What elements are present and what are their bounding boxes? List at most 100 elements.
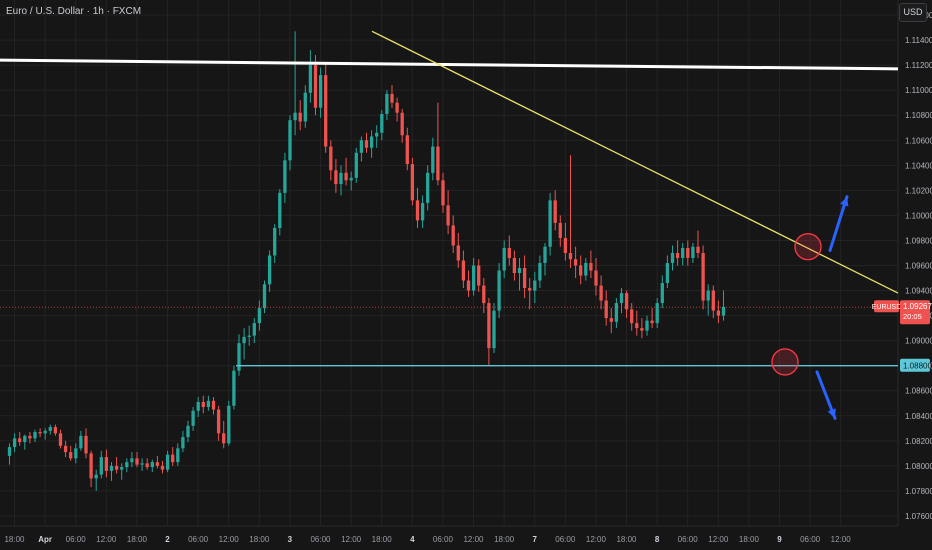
x-tick-label: 12:00 — [96, 535, 117, 544]
candle-body — [69, 452, 73, 459]
candle-body — [262, 284, 267, 309]
candle-body — [691, 246, 695, 258]
y-tick-label: 1.09800 — [905, 236, 932, 245]
x-tick-label: 12:00 — [341, 535, 362, 544]
candle-body — [431, 146, 435, 173]
breakdown-marker-circle[interactable] — [771, 348, 799, 376]
candle-body — [334, 170, 338, 185]
candle-body — [186, 425, 190, 438]
candle-body — [216, 409, 221, 434]
candle-body — [696, 246, 700, 253]
candle-body — [191, 410, 195, 426]
y-tick-label: 1.08400 — [905, 412, 932, 421]
candle-body — [181, 437, 185, 449]
candle-body — [538, 263, 542, 281]
breakout-marker-circle[interactable] — [794, 233, 822, 261]
x-tick-label: 06:00 — [188, 535, 209, 544]
candle-body — [507, 247, 511, 258]
candle-body — [451, 225, 455, 246]
candle-body — [145, 463, 149, 468]
candle-body — [247, 335, 251, 337]
candle-body — [701, 252, 705, 301]
y-tick-label: 1.10800 — [905, 111, 932, 120]
candle-body — [257, 308, 262, 324]
resistance-line[interactable] — [0, 58, 899, 71]
candle-body — [318, 75, 323, 108]
arrow-up-icon[interactable] — [828, 195, 849, 252]
candle-body — [635, 323, 639, 329]
candle-body — [79, 435, 83, 449]
support-badge — [900, 358, 930, 372]
candlestick-series — [7, 31, 726, 491]
candle-body — [706, 290, 710, 301]
y-tick-label: 1.10000 — [905, 211, 932, 220]
descending-trendline[interactable] — [371, 30, 899, 294]
drawings-layer[interactable] — [0, 30, 899, 420]
candle-body — [160, 465, 165, 470]
candle-body — [125, 462, 129, 468]
candle-body — [533, 280, 537, 291]
candle-body — [33, 432, 37, 439]
x-tick-label: 3 — [288, 535, 293, 544]
x-tick-label: 06:00 — [678, 535, 699, 544]
arrow-head — [840, 196, 849, 207]
candle-body — [482, 285, 486, 304]
arrow-head — [827, 408, 836, 419]
candle-body — [150, 462, 154, 468]
x-tick-label: 18:00 — [494, 535, 515, 544]
candle-body — [584, 263, 588, 276]
y-tick-label: 1.08600 — [905, 387, 932, 396]
candle-body — [324, 75, 328, 147]
candle-body — [543, 246, 547, 263]
y-tick-label: 1.08000 — [905, 462, 932, 471]
candle-body — [487, 303, 491, 349]
candle-body — [640, 328, 644, 331]
candle-body — [165, 454, 170, 470]
candle-body — [563, 237, 568, 253]
candle-body — [410, 164, 415, 201]
candle-body — [303, 92, 307, 122]
candle-body — [568, 252, 573, 260]
x-axis: 18:00 Apr 06:00 12:00 18:00 2 06:00 12:00 18:00 3… — [4, 535, 851, 544]
y-tick-label: 1.07800 — [905, 487, 932, 496]
currency-button[interactable]: USD — [899, 3, 927, 22]
candle-body — [461, 260, 466, 281]
candle-body — [497, 270, 501, 311]
candle-body — [344, 172, 348, 181]
candle-body — [89, 453, 93, 479]
x-tick-label: 4 — [410, 535, 415, 544]
x-tick-label: 12:00 — [708, 535, 729, 544]
candle-body — [339, 172, 343, 185]
candle-body — [120, 467, 124, 470]
candle-body — [589, 263, 593, 271]
candle-body — [329, 146, 333, 171]
candle-body — [573, 259, 578, 266]
candle-body — [446, 205, 450, 226]
candle-body — [390, 93, 394, 103]
y-tick-label: 1.09000 — [905, 337, 932, 346]
candle-body — [660, 283, 664, 304]
candle-body — [206, 400, 211, 408]
candle-body — [711, 290, 715, 311]
candle-body — [58, 433, 63, 446]
chart-title: Euro / U.S. Dollar · 1h · FXCM — [6, 6, 142, 17]
candle-body — [665, 263, 670, 284]
candle-body — [400, 112, 404, 136]
x-tick-label: 8 — [655, 535, 660, 544]
candle-body — [84, 435, 88, 454]
candle-body — [681, 247, 685, 258]
candle-body — [252, 323, 256, 336]
support-badge-label: 1.08800 — [903, 362, 932, 371]
candle-body — [99, 457, 103, 475]
candle-body — [222, 433, 226, 444]
candle-body — [721, 306, 726, 316]
x-tick-label: 7 — [532, 535, 537, 544]
candle-body — [364, 140, 369, 148]
candle-body — [456, 245, 460, 261]
candle-body — [43, 430, 47, 434]
candle-body — [7, 447, 12, 456]
candle-body — [171, 454, 175, 463]
candle-body — [232, 370, 236, 406]
